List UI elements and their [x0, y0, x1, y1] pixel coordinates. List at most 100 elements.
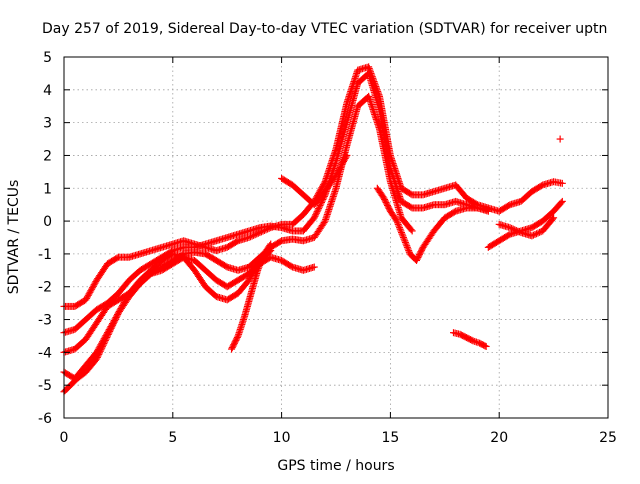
data-point	[399, 234, 407, 241]
y-tick-label: 4	[43, 83, 52, 99]
y-tick-label: -5	[38, 378, 52, 394]
data-point	[109, 320, 117, 328]
data-point	[512, 226, 520, 234]
data-point	[233, 333, 241, 341]
data-point	[254, 265, 262, 273]
data-point	[397, 227, 405, 235]
data-point	[311, 212, 319, 220]
data-point	[341, 154, 349, 162]
data-point	[106, 327, 114, 335]
data-point	[104, 332, 112, 340]
data-point	[340, 156, 348, 164]
data-point	[85, 290, 93, 298]
data-point	[104, 330, 112, 338]
data-point	[258, 255, 266, 263]
data-point	[339, 159, 347, 167]
y-tick-label: 5	[43, 50, 52, 66]
data-point	[528, 232, 536, 240]
data-point	[310, 214, 318, 222]
data-point	[312, 211, 320, 219]
data-point	[365, 64, 373, 72]
data-point	[123, 294, 131, 302]
data-point	[96, 347, 104, 355]
data-point	[82, 296, 90, 304]
data-point	[333, 170, 341, 178]
x-tick-label: 20	[490, 430, 508, 446]
data-point	[533, 230, 541, 238]
data-point	[398, 230, 406, 238]
data-point	[119, 300, 127, 308]
y-tick-label: 2	[43, 148, 52, 164]
data-point	[109, 321, 117, 329]
data-point	[404, 245, 412, 253]
data-point	[97, 346, 105, 354]
data-point	[115, 307, 123, 315]
data-point	[111, 317, 119, 325]
data-point	[245, 234, 253, 241]
data-point	[120, 298, 128, 306]
data-point	[515, 228, 523, 236]
data-point	[558, 197, 566, 205]
y-tick-label: -1	[38, 247, 52, 263]
data-point	[258, 256, 266, 264]
data-point	[514, 227, 522, 235]
data-point	[248, 232, 256, 240]
data-point	[90, 281, 98, 289]
data-point	[508, 224, 516, 232]
data-point	[365, 63, 373, 71]
data-point	[394, 219, 402, 227]
data-point	[266, 241, 274, 249]
data-point	[247, 233, 255, 241]
data-point	[468, 336, 476, 344]
data-point	[98, 344, 106, 352]
data-point	[108, 323, 116, 331]
x-tick-label: 10	[273, 430, 291, 446]
data-point	[117, 304, 125, 312]
data-point	[121, 297, 129, 305]
plot-frame	[63, 56, 609, 419]
data-point	[88, 284, 96, 292]
data-point	[395, 222, 403, 230]
data-point	[100, 340, 108, 348]
data-point	[112, 314, 120, 322]
data-point	[481, 342, 489, 350]
data-point	[116, 306, 124, 314]
data-point	[317, 185, 325, 193]
data-point	[407, 226, 415, 234]
data-point	[531, 230, 539, 238]
data-point	[401, 237, 409, 245]
data-point	[314, 206, 322, 214]
data-point	[84, 291, 92, 299]
data-point	[418, 245, 426, 253]
grid	[64, 57, 608, 418]
data-point	[87, 287, 95, 295]
data-point	[403, 242, 411, 250]
data-point	[250, 231, 258, 239]
data-point	[338, 161, 346, 169]
data-point	[101, 338, 109, 346]
data-point	[534, 229, 542, 237]
data-point	[111, 315, 119, 323]
data-point	[408, 227, 416, 235]
x-tick-label: 15	[381, 430, 399, 446]
data-point	[255, 263, 263, 271]
data-point	[315, 205, 323, 213]
data-point	[124, 292, 132, 300]
data-point	[119, 301, 127, 309]
data-point	[254, 266, 262, 274]
data-point	[110, 318, 118, 326]
data-point	[399, 232, 407, 240]
data-point	[392, 216, 400, 224]
data-point	[114, 311, 122, 319]
data-point	[396, 224, 404, 232]
data-point	[106, 326, 114, 334]
data-point	[335, 165, 343, 173]
x-tick-label: 5	[168, 430, 177, 446]
data-point	[256, 260, 264, 268]
data-point	[257, 258, 265, 266]
data-point	[256, 261, 264, 269]
data-point	[557, 199, 565, 207]
data-point	[511, 226, 519, 234]
data-point	[556, 135, 564, 143]
data-point	[332, 171, 340, 179]
